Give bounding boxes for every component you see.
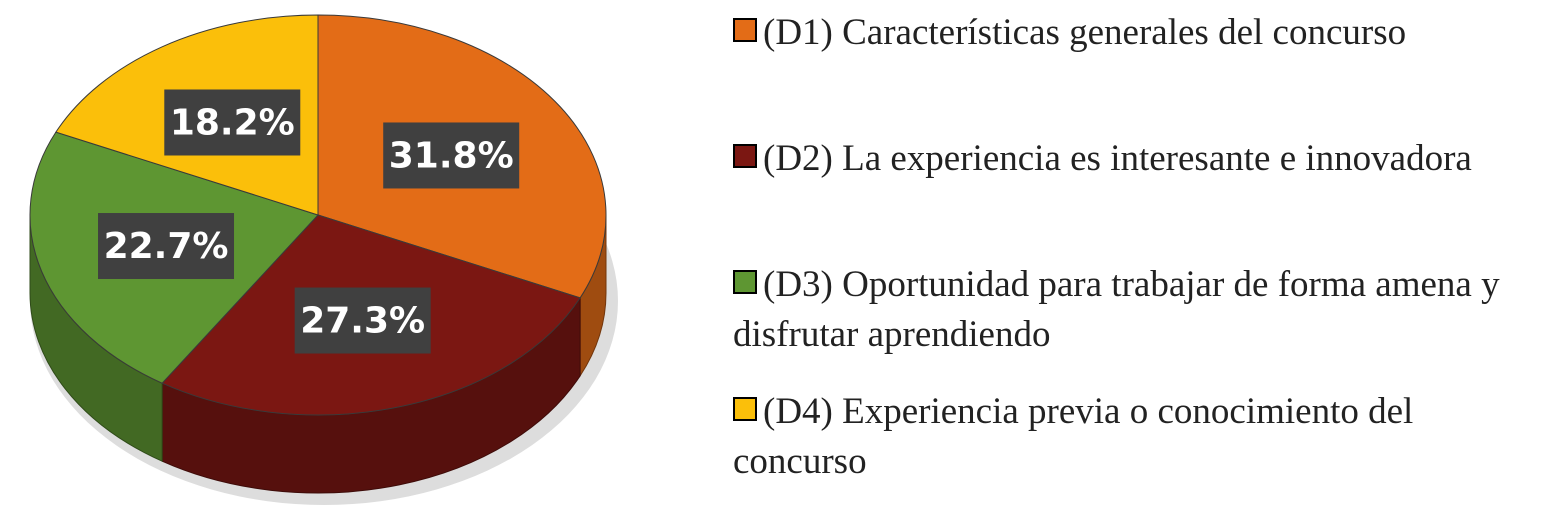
data-label-box [383,122,520,189]
data-label-text: 31.8% [389,135,514,176]
data-label-box [98,213,235,280]
legend-item: (D4) Experiencia previa o conocimiento d… [733,387,1533,487]
legend-swatch [733,144,757,168]
data-label-box [294,287,431,354]
data-label-text: 18.2% [170,102,295,143]
legend-label: (D1) Características generales del concu… [763,12,1407,53]
data-label-box [164,89,301,156]
legend-label: (D2) La experiencia es interesante e inn… [763,138,1472,179]
data-label: 22.7% [98,213,235,280]
legend-item: (D1) Características generales del concu… [733,8,1533,58]
data-label: 18.2% [164,89,301,156]
data-label: 31.8% [383,122,520,189]
legend-item: (D2) La experiencia es interesante e inn… [733,134,1533,184]
data-label-text: 27.3% [300,301,425,342]
legend-swatch [733,18,757,42]
legend-label: (D3) Oportunidad para trabajar de forma … [733,264,1500,355]
pie-area: 31.8% 27.3% 22.7% 18.2% [29,14,618,505]
legend-label: (D4) Experiencia previa o conocimiento d… [733,391,1414,482]
data-label: 27.3% [294,287,431,354]
data-label-text: 22.7% [104,226,229,267]
legend-swatch [733,397,757,421]
legend-item: (D3) Oportunidad para trabajar de forma … [733,260,1533,360]
legend-swatch [733,270,757,294]
